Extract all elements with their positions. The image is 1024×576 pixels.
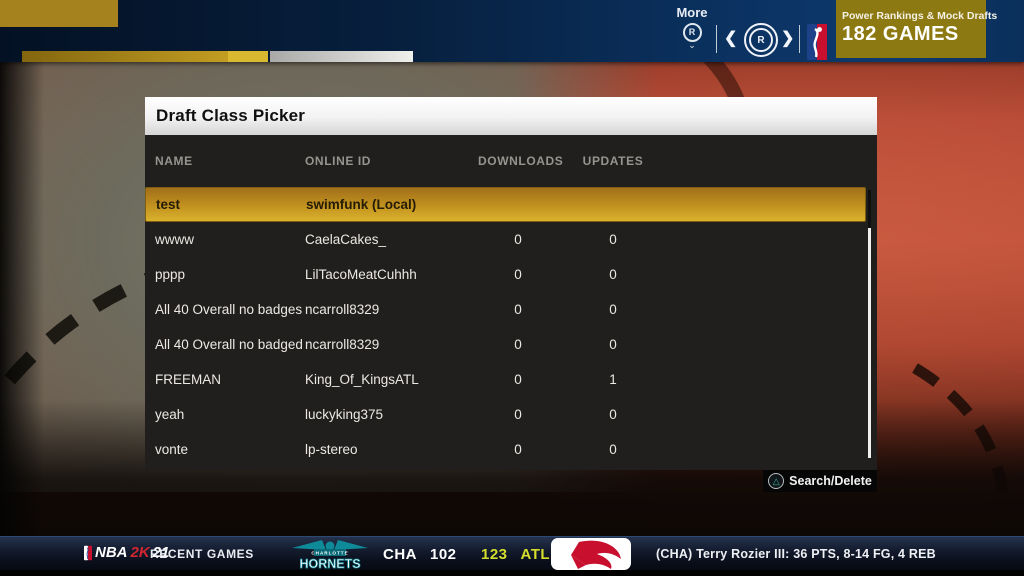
draft-class-row[interactable]: All 40 Overall no badges ncarroll8329 0 …	[145, 292, 866, 327]
hawks-logo	[551, 538, 631, 575]
divider	[799, 25, 800, 53]
left-vignette	[0, 60, 44, 576]
row-name-cell: FREEMAN	[155, 372, 222, 387]
triangle-button-icon: △	[768, 473, 785, 489]
row-updates-cell: 0	[609, 267, 617, 282]
away-team-abbr: CHA	[383, 546, 417, 563]
row-name-cell: test	[156, 197, 181, 212]
draft-class-row[interactable]: FREEMAN King_Of_KingsATL 0 1	[145, 362, 866, 397]
nba-logo-small	[84, 545, 92, 560]
table-column-headers: NAME ONLINE ID DOWNLOADS UPDATES	[145, 135, 877, 187]
more-label: More	[676, 5, 708, 20]
home-score: 123 ATL	[481, 546, 550, 563]
row-updates-cell: 0	[609, 232, 617, 247]
row-online-id-cell: luckyking375	[305, 407, 384, 422]
row-updates-cell: 1	[609, 372, 617, 387]
svg-text:CHARLOTTE: CHARLOTTE	[311, 550, 348, 555]
column-header-online-id: ONLINE ID	[305, 154, 372, 168]
dialog-body: NAME ONLINE ID DOWNLOADS UPDATES test sw…	[145, 135, 877, 470]
row-updates-cell: 0	[609, 337, 617, 352]
games-count: 182 GAMES	[842, 23, 959, 45]
right-stick-nav-button[interactable]: R	[744, 23, 778, 57]
hornets-logo: CHARLOTTE HORNETS	[290, 539, 370, 576]
draft-class-row[interactable]: yeah luckyking375 0 0	[145, 397, 866, 432]
draft-class-table-body: test swimfunk (Local) wwww CaelaCakes_ 0…	[145, 187, 866, 470]
right-stick-icon: R	[749, 28, 773, 52]
row-downloads-cell: 0	[514, 442, 522, 457]
row-downloads-cell: 0	[514, 267, 522, 282]
stat-ticker: (CHA) Terry Rozier III: 36 PTS, 8-14 FG,…	[656, 547, 936, 561]
row-updates-cell: 0	[609, 442, 617, 457]
dialog-header: Draft Class Picker	[145, 97, 877, 135]
row-downloads-cell: 0	[514, 232, 522, 247]
brand-2k: 2K	[130, 544, 150, 561]
nba-logo	[807, 24, 827, 60]
draft-class-picker-dialog: Draft Class Picker NAME ONLINE ID DOWNLO…	[145, 97, 877, 492]
search-delete-label: Search/Delete	[789, 474, 872, 488]
row-downloads-cell: 0	[514, 372, 522, 387]
menu-gold-stripe-highlight	[228, 51, 268, 62]
row-updates-cell: 0	[609, 407, 617, 422]
draft-class-row[interactable]: wwww CaelaCakes_ 0 0	[145, 222, 866, 257]
draft-class-row[interactable]: test swimfunk (Local)	[145, 187, 866, 222]
brand-nba: NBA	[95, 544, 128, 561]
column-header-downloads: DOWNLOADS	[478, 154, 564, 168]
next-arrow-icon[interactable]: ❯	[781, 30, 795, 47]
row-online-id-cell: swimfunk (Local)	[306, 197, 417, 212]
away-score: CHA 102	[383, 546, 457, 563]
score-ticker-bar: NBA 2K 21 RECENT GAMES CHARLOTTE HORNETS C…	[0, 536, 1024, 571]
menu-gold-corner	[0, 0, 118, 27]
svg-text:HORNETS: HORNETS	[299, 557, 360, 571]
row-online-id-cell: ncarroll8329	[305, 337, 380, 352]
draft-class-row[interactable]: vonte lp-stereo 0 0	[145, 432, 866, 467]
prev-arrow-icon[interactable]: ❮	[724, 30, 738, 47]
row-name-cell: All 40 Overall no badges	[155, 302, 303, 317]
scrollbar-thumb[interactable]	[868, 190, 871, 228]
row-downloads-cell: 0	[514, 302, 522, 317]
row-online-id-cell: LilTacoMeatCuhhh	[305, 267, 417, 282]
recent-games-label: RECENT GAMES	[150, 547, 254, 561]
nba2k21-logo: NBA 2K 21	[84, 544, 169, 561]
bottom-letterbox	[0, 570, 1024, 576]
home-team-points: 123	[481, 546, 508, 563]
row-online-id-cell: lp-stereo	[305, 442, 358, 457]
power-rankings-panel: Power Rankings & Mock Drafts 182 GAMES	[836, 0, 998, 58]
row-online-id-cell: ncarroll8329	[305, 302, 380, 317]
menu-silver-stripe	[270, 51, 413, 62]
row-name-cell: All 40 Overall no badged	[155, 337, 303, 352]
row-downloads-cell: 0	[514, 337, 522, 352]
dialog-title: Draft Class Picker	[156, 106, 306, 125]
search-delete-hint[interactable]: △ Search/Delete	[763, 470, 877, 492]
column-header-updates: UPDATES	[582, 154, 644, 168]
home-team-abbr: ATL	[520, 546, 551, 563]
row-online-id-cell: CaelaCakes_	[305, 232, 387, 247]
brand-21: 21	[152, 544, 170, 561]
draft-class-row[interactable]: pppp LilTacoMeatCuhhh 0 0	[145, 257, 866, 292]
row-online-id-cell: King_Of_KingsATL	[305, 372, 419, 387]
draft-class-row[interactable]: All 40 Overall no badged ncarroll8329 0 …	[145, 327, 866, 362]
row-name-cell: vonte	[155, 442, 189, 457]
row-name-cell: pppp	[155, 267, 186, 282]
row-name-cell: wwww	[155, 232, 194, 247]
row-name-cell: yeah	[155, 407, 185, 422]
chevron-down-icon: ⌄	[688, 40, 696, 50]
column-header-name: NAME	[155, 154, 193, 168]
more-button[interactable]: More R ⌄	[670, 5, 714, 50]
power-rankings-title: Power Rankings & Mock Drafts	[842, 10, 998, 22]
scrollbar[interactable]	[868, 190, 871, 458]
top-bar: More R ⌄ ❮ R ❯ Power Rankings & Mock Dra…	[0, 0, 1024, 62]
row-updates-cell: 0	[609, 302, 617, 317]
away-team-points: 102	[430, 546, 457, 563]
row-downloads-cell: 0	[514, 407, 522, 422]
divider	[716, 25, 717, 53]
menu-gold-stripe	[22, 51, 228, 62]
